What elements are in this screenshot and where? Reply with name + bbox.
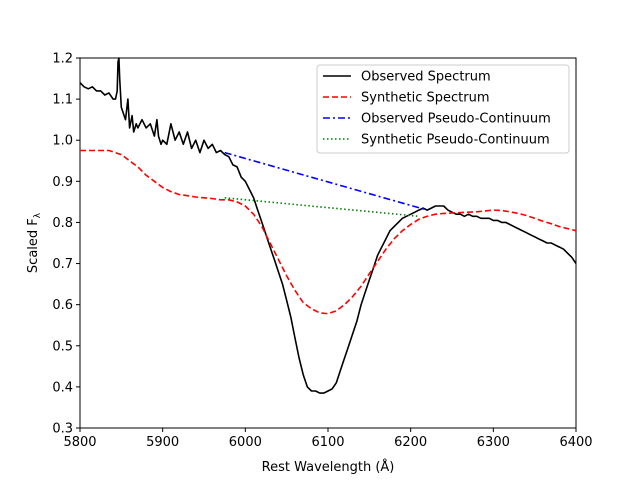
y-tick-label: 0.6 <box>52 298 73 313</box>
legend-box <box>316 64 570 154</box>
series-layer <box>79 57 577 394</box>
x-tick-label: 5800 <box>63 435 96 450</box>
x-axis-title: Rest Wavelength (Å) <box>262 459 395 475</box>
y-tick-label: 0.8 <box>52 216 73 231</box>
y-tick-label: 0.4 <box>52 380 73 395</box>
x-tick-label: 6100 <box>311 435 344 450</box>
x-tick-label: 6200 <box>394 435 427 450</box>
y-tick-label: 1.0 <box>52 134 73 149</box>
y-tick-label: 0.7 <box>52 257 73 272</box>
y-tick-label: 0.3 <box>52 422 73 437</box>
y-tick-label: 0.5 <box>52 339 73 354</box>
y-tick-label: 0.9 <box>52 175 73 190</box>
x-tick-label: 6400 <box>559 435 592 450</box>
series-line-3 <box>224 151 428 211</box>
legend-label: Observed Spectrum <box>361 70 491 85</box>
series-line-1 <box>79 57 577 394</box>
legend: Observed Spectrum Synthetic Spectrum Obser… <box>316 64 570 154</box>
axes-layer: 5800 5900 6000 6100 6200 6300 6400 0.3 0.4 0.5 0.6… <box>26 52 593 476</box>
legend-label: Synthetic Spectrum <box>361 91 490 106</box>
x-tick-label: 5900 <box>146 435 179 450</box>
y-axis-title: Scaled Fλ <box>26 212 43 273</box>
x-tick-label: 6300 <box>477 435 510 450</box>
y-axis-title-main: Scaled F <box>26 218 41 273</box>
y-tick-label: 1.1 <box>52 93 73 108</box>
y-tick-label: 1.2 <box>52 52 73 67</box>
y-axis-title-subscript: λ <box>33 212 43 218</box>
series-line-4 <box>224 197 419 218</box>
x-tick-label: 6000 <box>229 435 262 450</box>
legend-label: Synthetic Pseudo-Continuum <box>361 133 550 148</box>
legend-label: Observed Pseudo-Continuum <box>361 112 551 127</box>
series-line-2 <box>80 149 577 315</box>
